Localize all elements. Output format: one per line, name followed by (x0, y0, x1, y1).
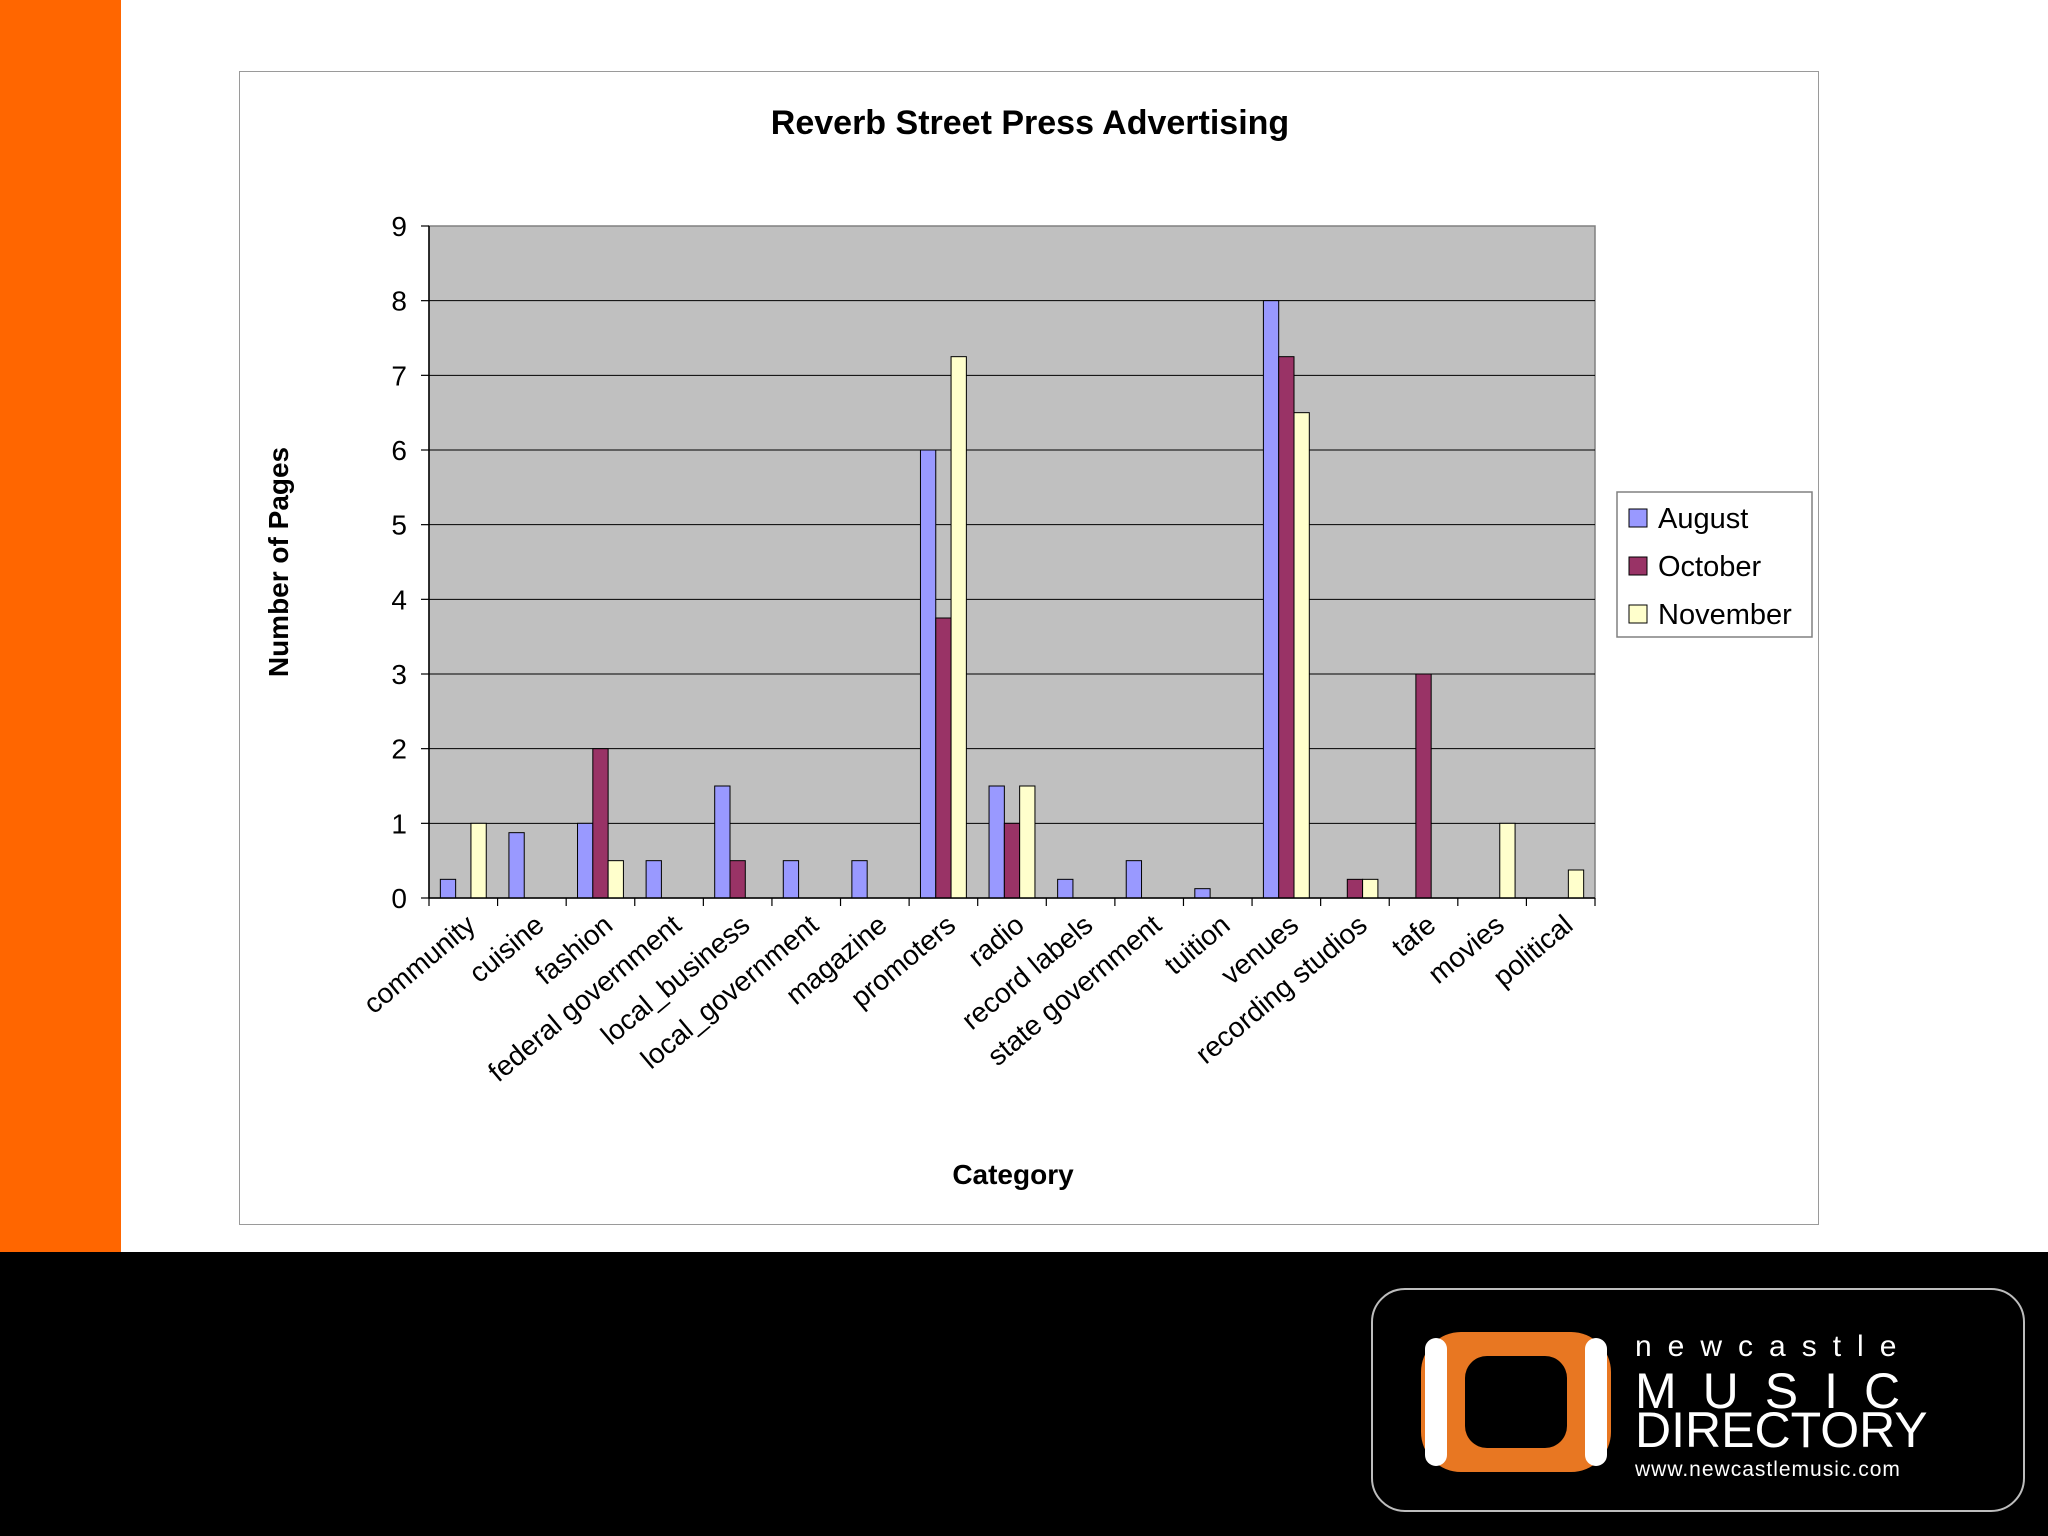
bar-august (645, 860, 662, 899)
bar-august (1194, 888, 1211, 899)
y-tick-labels: 0 1 2 3 4 5 6 7 8 9 (391, 211, 407, 914)
y-tick-label: 6 (391, 435, 407, 466)
x-tick-label: political (1487, 909, 1578, 993)
x-tick-label: tafe (1386, 909, 1442, 963)
plot-area (428, 225, 1596, 899)
logo-text-newcastle: newcastle (1635, 1330, 1913, 1363)
gridlines (429, 300, 1595, 824)
bar-november (470, 822, 487, 899)
bar-august (508, 832, 525, 899)
newcastle-music-directory-logo[interactable]: newcastle MUSIC DIRECTORY www.newcastlem… (1371, 1288, 2025, 1512)
bar-october (1003, 822, 1021, 899)
bar-october (1415, 673, 1432, 899)
orange-side-bar (0, 0, 121, 1252)
bar-november (1499, 822, 1516, 899)
bar-october (592, 748, 609, 899)
bar-august (1125, 860, 1143, 899)
bar-august (988, 785, 1005, 899)
logo-mark-icon (1421, 1332, 1611, 1472)
logo-text-music: MUSIC (1635, 1363, 1927, 1419)
y-tick-label: 0 (391, 883, 407, 914)
bar-august (851, 860, 868, 899)
x-axis-title: Category (952, 1159, 1074, 1190)
bar-october (1346, 878, 1364, 899)
bar-november (1293, 412, 1310, 899)
logo-text-directory: DIRECTORY (1635, 1402, 1928, 1458)
y-tick-label: 5 (391, 510, 407, 541)
bar-august (1262, 300, 1280, 899)
legend-box (1616, 491, 1813, 638)
bar-november (1567, 869, 1585, 899)
bar-october (1278, 356, 1295, 899)
axes (421, 225, 1596, 906)
bar-august (1057, 878, 1074, 899)
chart-title: Reverb Street Press Advertising (771, 104, 1289, 142)
bar-august (782, 860, 800, 899)
bar-october (935, 617, 952, 899)
y-tick-label: 3 (391, 659, 407, 690)
legend-swatch-november (1628, 604, 1648, 624)
bar-august (439, 878, 457, 899)
bar-october (729, 860, 746, 899)
chart-frame: Reverb Street Press Advertising 0 1 2 3 4 5 6 7… (239, 71, 1819, 1225)
legend-label-august: August (1658, 503, 1748, 535)
y-tick-label: 1 (391, 808, 407, 839)
bar-november (1362, 878, 1379, 899)
bar-august (714, 785, 731, 899)
legend-swatch-august (1628, 508, 1648, 528)
bar-november (1019, 785, 1036, 899)
y-tick-label: 9 (391, 211, 407, 242)
legend-label-november: November (1658, 599, 1792, 631)
bar-november (950, 356, 967, 899)
legend-swatch-october (1628, 556, 1648, 576)
legend: August October November (1616, 491, 1813, 638)
y-tick-label: 4 (391, 584, 407, 615)
bar-august (577, 822, 594, 899)
bar-november (607, 860, 624, 899)
legend-label-october: October (1658, 551, 1761, 583)
y-tick-label: 7 (391, 360, 407, 391)
bar-chart: Reverb Street Press Advertising 0 1 2 3 4 5 6 7… (263, 104, 1813, 1190)
y-tick-label: 8 (391, 286, 407, 317)
logo-text-url: www.newcastlemusic.com (1635, 1458, 1901, 1481)
bar-august (919, 449, 937, 899)
y-tick-label: 2 (391, 734, 407, 765)
y-axis-title: Number of Pages (263, 447, 294, 677)
bars (439, 300, 1585, 899)
